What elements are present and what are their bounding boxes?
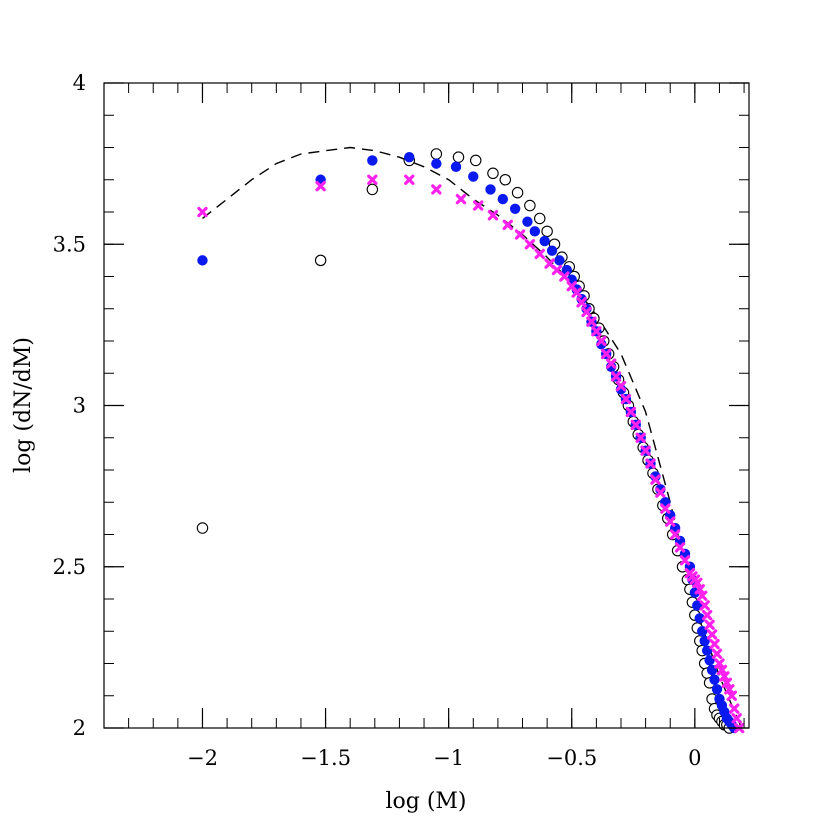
cross-point (650, 474, 661, 485)
cross-point (367, 174, 378, 185)
plot-content (196, 146, 745, 734)
filled-circle-point (367, 155, 378, 166)
y-tick-label: 2.5 (53, 555, 86, 579)
ticks (104, 82, 749, 729)
open-circle-point (533, 212, 546, 225)
cross-point (674, 542, 686, 553)
cross-point (635, 432, 646, 443)
plot-frame (103, 82, 750, 729)
filled-circle-point (539, 235, 550, 247)
cross-point (660, 503, 671, 514)
filled-circle-point (485, 184, 496, 195)
open-circle-point (314, 254, 327, 267)
cross-point (502, 219, 513, 231)
cross-point (640, 445, 651, 456)
cross-point (729, 703, 740, 714)
cross-point (571, 287, 582, 298)
open-circle-point (524, 199, 536, 212)
open-circle-point (469, 154, 482, 167)
cross-point (605, 358, 617, 369)
cross-point (709, 638, 720, 650)
filled-circle-point (709, 674, 720, 685)
x-tick-label: −2 (187, 746, 218, 770)
y-tick-label: 3 (73, 394, 86, 418)
cross-point (625, 406, 637, 418)
filled-circle-point (554, 255, 565, 266)
cross-point (679, 555, 691, 566)
cross-point (620, 393, 632, 405)
open-circle-point (499, 174, 512, 186)
cross-point (404, 174, 415, 185)
filled-circle-point (694, 613, 705, 624)
cross-point (665, 516, 676, 527)
filled-circle-point (509, 203, 521, 214)
y-axis-label: log (dN/dM) (11, 337, 36, 473)
cross-point (472, 200, 484, 211)
cross-point (615, 380, 627, 392)
cross-point (576, 297, 587, 308)
open-circle-point (452, 151, 465, 163)
cross-point (197, 206, 208, 218)
y-tick-label: 4 (73, 71, 86, 95)
cross-point (711, 648, 723, 660)
filled-circle-point (450, 161, 462, 173)
cross-point (591, 326, 602, 337)
x-tick-label: −1.5 (300, 746, 351, 770)
cross-point (455, 193, 467, 205)
open-circle-point (487, 167, 499, 180)
cross-point (601, 348, 612, 360)
filled-circle-point (197, 255, 208, 266)
open-circle-point (511, 186, 524, 199)
cross-point (645, 458, 656, 469)
model-curve (202, 146, 743, 729)
filled-circle-point (404, 151, 415, 163)
open-circle-point (430, 148, 443, 160)
cross-point (596, 335, 607, 347)
cross-point (669, 529, 681, 540)
open-circle-point (196, 522, 209, 534)
open-circle-point (541, 225, 553, 238)
x-tick-label: −0.5 (546, 746, 597, 770)
open-circle-point (366, 183, 379, 196)
cross-point (487, 210, 499, 221)
x-tick-label: −1 (433, 746, 464, 770)
filled-circle-point (546, 245, 558, 256)
filled-circle-point (431, 158, 442, 169)
tick-labels: −2 −1.5 −1 −0.5 0 2 2.5 3 3.5 4 (53, 71, 702, 770)
y-tick-label: 3.5 (53, 232, 86, 256)
cross-point (655, 487, 666, 498)
cross-point (581, 306, 592, 318)
cross-point (704, 619, 715, 630)
cross-point (431, 184, 442, 195)
filled-circle-point (711, 684, 723, 695)
cross-point (559, 271, 570, 282)
filled-circle-point (497, 193, 509, 205)
cross-point (524, 239, 536, 250)
cross-point (701, 609, 713, 621)
cross-point (630, 419, 641, 431)
cross-point (534, 248, 545, 260)
x-tick-label: 0 (688, 746, 701, 770)
cross-point (699, 600, 710, 611)
cross-point (726, 690, 737, 701)
cross-point (731, 713, 742, 724)
cross-point (586, 316, 597, 327)
cross-point (514, 229, 526, 240)
cross-point (697, 590, 708, 601)
filled-circle-point (522, 216, 533, 227)
cross-point (706, 629, 718, 640)
cross-point (315, 181, 326, 192)
y-tick-label: 2 (73, 716, 86, 740)
filled-circle-point (468, 171, 479, 182)
filled-circle-point (529, 226, 541, 237)
x-axis-label: log (M) (385, 789, 466, 814)
cross-point (610, 371, 622, 382)
